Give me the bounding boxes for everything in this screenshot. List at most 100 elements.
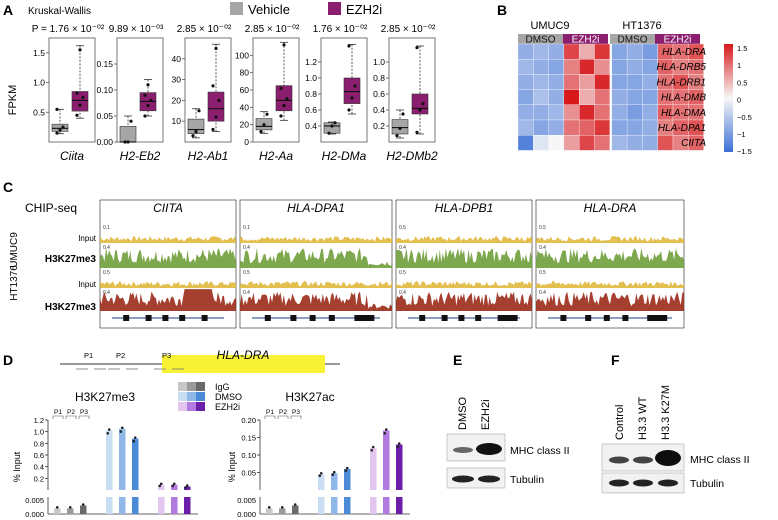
vehicle-point (194, 130, 198, 134)
p-value: 9.89 × 10⁻⁰³ (109, 24, 164, 35)
exon (622, 315, 629, 321)
panel-f: Control H3.3 WT H3.3 K27M MHC class II T… (601, 385, 750, 494)
band-mhc-h33-wt (633, 456, 653, 464)
track-scale: 0.4 (103, 290, 110, 296)
heatmap-cell (533, 119, 549, 136)
plot-frame (388, 37, 436, 143)
legend-label-vehicle: Vehicle (248, 2, 290, 17)
ezh2i-point (347, 108, 351, 112)
signal-track (536, 236, 684, 243)
track-scale: 0.4 (539, 290, 546, 296)
heatmap-cell (611, 135, 628, 151)
heatmap-cell (517, 89, 534, 105)
heatmap-cell (611, 43, 628, 60)
heatmap-cell (533, 89, 549, 105)
data-point (384, 428, 388, 431)
heatmap-cell (579, 74, 595, 90)
gene-body (162, 355, 325, 373)
legend-swatch (196, 402, 205, 411)
heatmap-cell (517, 119, 534, 136)
vehicle-point (126, 140, 130, 144)
heatmap-cell (548, 89, 565, 105)
bar-lower (158, 497, 165, 514)
band-mhc-ezh2i (476, 443, 502, 455)
data-point (280, 506, 284, 509)
track-scale: 0.1 (103, 225, 110, 231)
signal-track (396, 236, 532, 243)
gene-name: HLA-DRA (217, 348, 270, 362)
data-point (132, 439, 136, 443)
heatmap-cell (626, 104, 643, 121)
panel-label-a: A (3, 2, 13, 18)
blot-tubulin (446, 467, 506, 489)
p-value: P = 1.76 × 10⁻⁰² (32, 24, 105, 35)
signal-track (240, 248, 392, 268)
bar-upper (331, 473, 338, 490)
y-axis-label: % Input (227, 451, 237, 482)
heatmap-cell (657, 135, 674, 151)
vehicle-point (259, 130, 263, 134)
locus-label: HLA-DRA (584, 201, 637, 215)
bar-upper (396, 444, 403, 490)
y-tick-label: 40 (172, 54, 182, 64)
vehicle-point (265, 112, 269, 116)
y-tick-label: 20 (240, 120, 250, 130)
heatmap-cell (563, 74, 580, 90)
ezh2i-point (211, 127, 215, 132)
gene-label: H2-Aa (259, 149, 293, 163)
bar-upper (119, 428, 126, 490)
ezh2i-point (78, 103, 82, 107)
exon (419, 315, 426, 321)
data-point (172, 482, 176, 486)
ezh2i-point (353, 84, 357, 88)
signal-track (240, 291, 392, 311)
y-tick-label: 40 (240, 102, 250, 112)
y-tick-label: 0.005 (25, 496, 44, 505)
exon (497, 315, 518, 321)
ezh2i-point (146, 104, 150, 108)
heatmap-cell (611, 119, 628, 136)
y-tick-label: 0.8 (305, 89, 317, 99)
heatmap-cell (533, 104, 549, 121)
y-tick-label: 1.0 (305, 73, 317, 83)
data-point (397, 442, 401, 445)
track-scale: 0.4 (399, 290, 406, 296)
gene-label: H2-Eb2 (120, 149, 161, 163)
data-point (185, 484, 189, 487)
exon (309, 315, 316, 321)
signal-track (396, 281, 532, 288)
bar-lower (132, 497, 139, 514)
row-label: HLA-DRB1 (657, 77, 706, 88)
heatmap-cell (611, 104, 628, 121)
bar-lower (119, 497, 126, 514)
exon (162, 315, 169, 321)
primer-map: P1 P2 P3 (76, 351, 184, 370)
exon (458, 315, 465, 321)
vehicle-point (58, 128, 62, 132)
exon (179, 315, 186, 321)
ezh2i-box (411, 93, 429, 115)
heatmap-cell (626, 135, 643, 151)
condition-label: EZH2i (664, 35, 692, 46)
signal-track (100, 289, 236, 311)
y-tick-label: 0.6 (373, 89, 385, 99)
bar-upper (184, 486, 191, 490)
band-label-tubulin-f: Tubulin (690, 478, 724, 490)
exon (560, 315, 567, 321)
heatmap-cell (517, 135, 534, 151)
ezh2i-point (75, 91, 79, 95)
heatmap-cell (642, 74, 658, 90)
signal-track (100, 248, 236, 268)
heatmap-cell (579, 43, 595, 60)
y-tick-label: 20 (172, 95, 182, 105)
bar-upper (158, 484, 165, 490)
bar-upper (171, 484, 178, 490)
track-scale: 0.5 (399, 270, 406, 276)
ezh2i-point (418, 108, 422, 112)
heatmap-cell (563, 119, 580, 136)
y-tick-label: 0.5 (33, 107, 45, 117)
exon (201, 315, 208, 321)
band-tubulin-ezh2i (478, 475, 500, 483)
y-tick-label: 60 (240, 85, 250, 95)
vehicle-point (197, 109, 201, 113)
